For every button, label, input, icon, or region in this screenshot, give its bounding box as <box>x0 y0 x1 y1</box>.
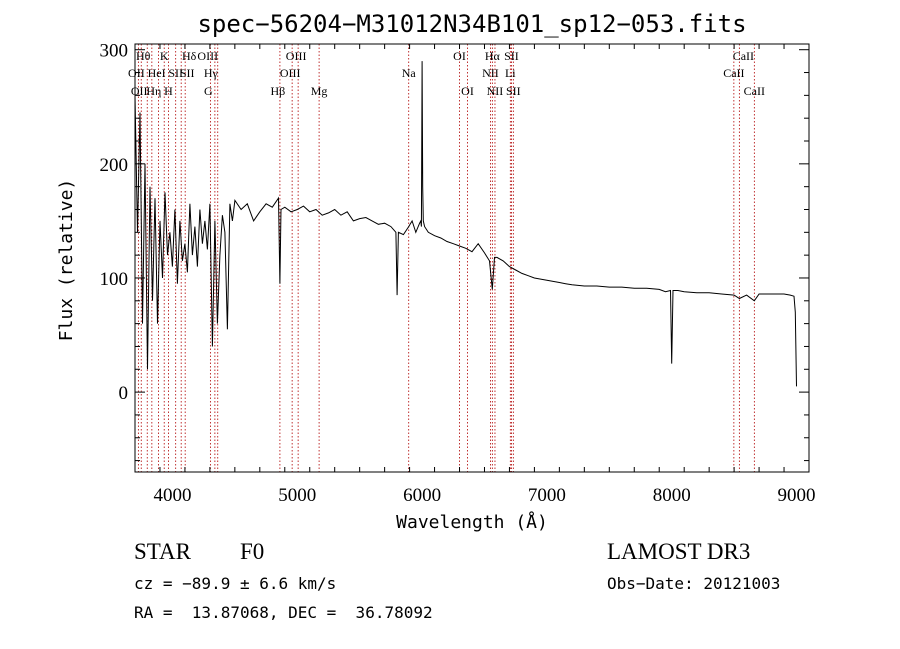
spectral-line-label-5007: OIII <box>286 49 307 63</box>
chart-title: spec−56204−M31012N34B101_sp12−053.fits <box>197 10 746 38</box>
x-tick-label-9000: 9000 <box>778 485 816 506</box>
spectral-line-label-3968: H <box>164 84 173 98</box>
axis-ticks <box>134 44 810 472</box>
spectral-line-label-6716: SII <box>504 49 519 63</box>
spectral-line-label-4026: SII <box>168 66 183 80</box>
spectral-line-label-6563: Hα <box>485 49 501 63</box>
spectral-line-label-3835: Hη <box>146 84 161 98</box>
spectral-line-label-4861: Hβ <box>271 84 286 98</box>
y-tick-label-200: 200 <box>100 155 129 176</box>
spectral-line-label-5175: Mg <box>311 84 328 98</box>
y-tick-label-0: 0 <box>119 383 129 404</box>
spectral-line-label-3798: Hθ <box>136 49 151 63</box>
object-subclass: F0 <box>240 539 265 564</box>
spectral-line-label-6584: NII <box>487 84 504 98</box>
radial-velocity: cz = −89.9 ± 6.6 km/s <box>134 574 337 593</box>
spectral-line-label-6364: OI <box>461 84 474 98</box>
spectral-line-label-3889: HeI <box>148 66 166 80</box>
spectral-line-label-4070: SII <box>180 66 195 80</box>
spectral-line-label-6300: OI <box>453 49 466 63</box>
flux-series-line <box>134 61 797 387</box>
spectral-line-label-6731: SII <box>506 84 521 98</box>
observation-date: Obs−Date: 20121003 <box>607 574 781 593</box>
spectral-line-label-6707: Li <box>505 66 516 80</box>
spectral-line-label-3934: K <box>160 49 169 63</box>
x-tick-label-7000: 7000 <box>528 485 566 506</box>
sky-coordinates: RA = 13.87068, DEC = 36.78092 <box>134 603 433 622</box>
spectral-line-label-4340: Hγ <box>204 66 219 80</box>
x-tick-label-4000: 4000 <box>153 485 191 506</box>
x-axis-label: Wavelength (Å) <box>396 511 548 533</box>
axis-tick-labels: 4000 5000 6000 7000 8000 9000 0 100 200 300 <box>100 41 816 506</box>
spectral-line-label-4959: OIII <box>280 66 301 80</box>
spectral-line-label-6548: NII <box>482 66 499 80</box>
y-axis-label: Flux (relative) <box>56 179 77 342</box>
spectral-line-label-3750: OII <box>131 84 148 98</box>
spectral-line-label-4363: OIII <box>197 49 218 63</box>
spectral-line-labels: OIIOIIHθHηHeIKHSIISIIHδGHγOIIIHβOIIIOIII… <box>128 49 765 98</box>
spectral-line-label-5893: Na <box>402 66 417 80</box>
spectral-line-label-4102: Hδ <box>182 49 197 63</box>
object-class: STAR <box>134 539 191 564</box>
spectral-line-markers <box>137 44 755 472</box>
plot-frame <box>134 43 810 473</box>
spectral-line-label-8498: CaII <box>723 66 744 80</box>
y-tick-label-300: 300 <box>100 41 129 62</box>
y-tick-label-100: 100 <box>100 269 129 290</box>
x-tick-label-8000: 8000 <box>653 485 691 506</box>
spectral-line-label-8662: CaII <box>744 84 765 98</box>
x-tick-label-5000: 5000 <box>278 485 316 506</box>
survey-name: LAMOST DR3 <box>607 539 751 564</box>
spectral-line-label-4304: G <box>204 84 213 98</box>
spectral-line-label-8542: CaII <box>733 49 754 63</box>
x-tick-label-6000: 6000 <box>403 485 441 506</box>
